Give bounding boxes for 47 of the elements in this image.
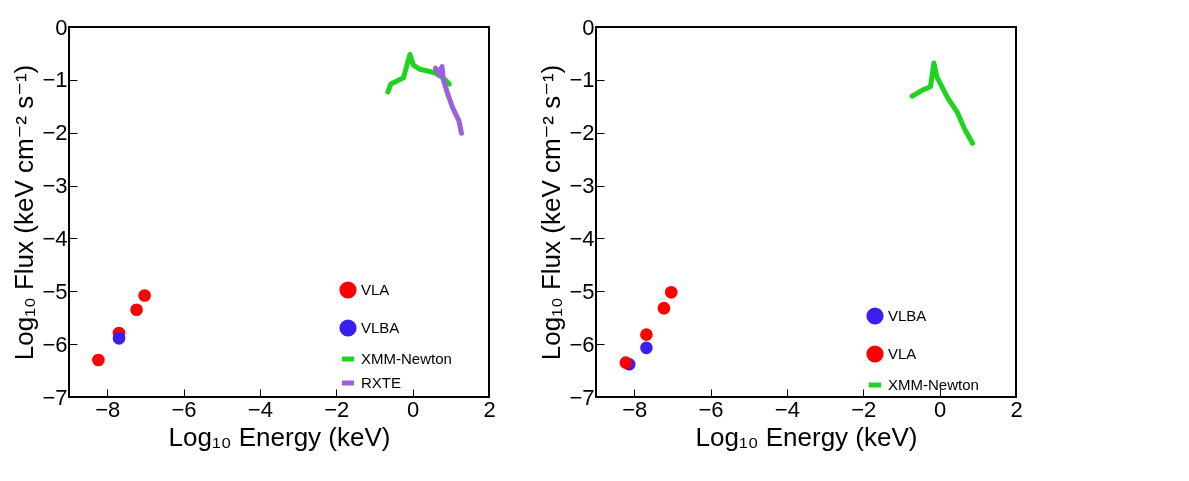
point	[640, 341, 653, 355]
y-tick-label: −2	[569, 120, 595, 146]
y-tick-label: −2	[42, 120, 68, 146]
point	[664, 286, 678, 299]
legend-label: XMM-Newton	[361, 350, 452, 367]
x-tick-label: 0	[407, 396, 420, 422]
y-tick-label: −1	[42, 67, 68, 93]
y-axis-title: Log₁₀ Flux (keV cm⁻² s⁻¹)	[536, 64, 567, 361]
point	[657, 301, 671, 315]
y-tick-label: −5	[569, 278, 595, 304]
y-axis-title: Log₁₀ Flux (keV cm⁻² s⁻¹)	[9, 64, 40, 361]
y-tick-label: −1	[569, 67, 595, 93]
legend-label: VLBA	[888, 307, 927, 324]
y-tick-label: −7	[42, 384, 68, 410]
y-tick-label: −4	[42, 225, 68, 251]
point	[138, 289, 151, 302]
y-tick-label: −6	[569, 331, 595, 357]
x-axis-title: Log₁₀ Energy (keV)	[695, 421, 918, 452]
y-tick-label: −3	[42, 173, 68, 199]
y-tick-label: 0	[582, 14, 595, 40]
legend-label: VLA	[888, 345, 917, 362]
y-tick-label: −6	[42, 331, 68, 357]
x-tick-label: 2	[483, 396, 496, 422]
legend-label: VLA	[361, 281, 390, 298]
legend-label: RXTE	[361, 374, 402, 391]
y-tick-label: −4	[569, 225, 595, 251]
x-axis-title: Log₁₀ Energy (keV)	[168, 421, 391, 452]
point	[640, 328, 653, 341]
x-tick-label: 0	[934, 396, 947, 422]
x-tick-label: 2	[1010, 396, 1023, 422]
y-tick-label: −3	[569, 173, 595, 199]
y-tick-label: 0	[55, 14, 68, 40]
y-tick-label: −7	[569, 384, 595, 410]
x-tick-label: −8	[95, 396, 121, 422]
legend-label: VLBA	[361, 319, 400, 336]
x-tick-label: −4	[774, 396, 800, 422]
x-tick-label: −2	[324, 396, 350, 422]
point	[112, 332, 126, 345]
y-tick-label: −5	[42, 278, 68, 304]
x-tick-label: −4	[247, 396, 273, 422]
x-tick-label: −2	[851, 396, 877, 422]
point	[130, 303, 143, 317]
legend-label: XMM-Newton	[888, 376, 979, 393]
x-tick-label: −6	[171, 396, 197, 422]
point	[92, 353, 105, 367]
x-tick-label: −8	[622, 396, 648, 422]
x-tick-label: −6	[698, 396, 724, 422]
